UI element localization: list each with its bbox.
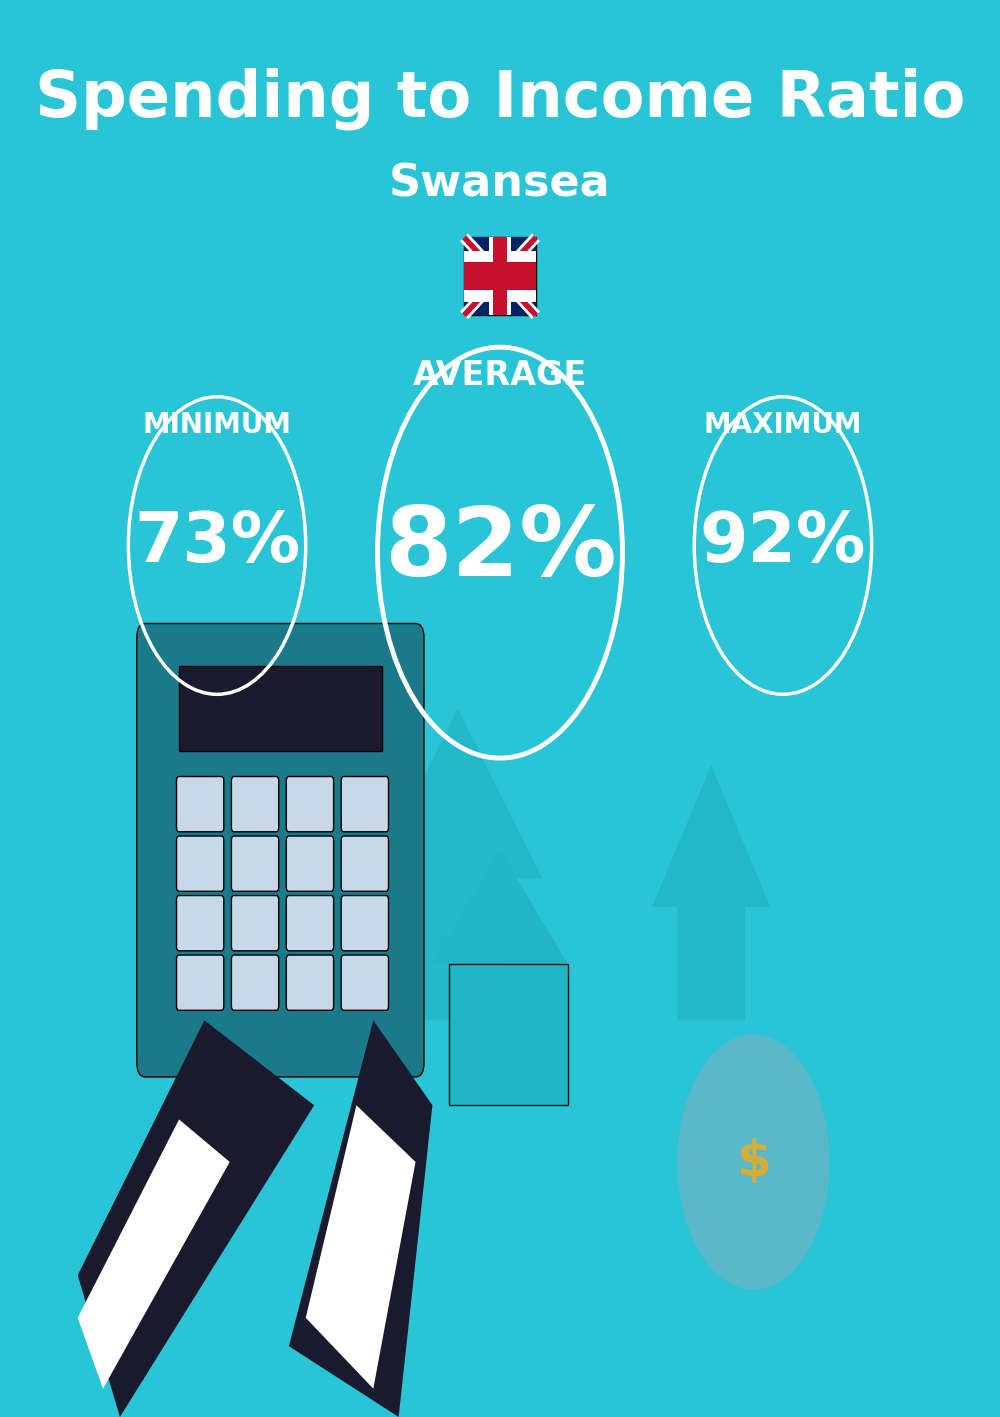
Text: MINIMUM: MINIMUM xyxy=(143,411,292,439)
Polygon shape xyxy=(373,708,542,1020)
FancyBboxPatch shape xyxy=(286,896,334,951)
Polygon shape xyxy=(464,237,536,316)
FancyBboxPatch shape xyxy=(231,777,279,832)
FancyBboxPatch shape xyxy=(286,777,334,832)
Polygon shape xyxy=(306,1105,416,1389)
Polygon shape xyxy=(78,1119,230,1389)
Polygon shape xyxy=(489,237,511,316)
FancyBboxPatch shape xyxy=(231,955,279,1010)
FancyBboxPatch shape xyxy=(341,777,389,832)
Polygon shape xyxy=(493,237,507,316)
FancyBboxPatch shape xyxy=(177,955,224,1010)
FancyBboxPatch shape xyxy=(341,836,389,891)
Polygon shape xyxy=(78,1020,314,1417)
Polygon shape xyxy=(432,850,568,964)
FancyBboxPatch shape xyxy=(231,836,279,891)
FancyBboxPatch shape xyxy=(286,955,334,1010)
FancyBboxPatch shape xyxy=(341,955,389,1010)
Text: 82%: 82% xyxy=(384,503,616,597)
Text: 92%: 92% xyxy=(700,509,866,577)
Text: Swansea: Swansea xyxy=(389,163,611,205)
FancyBboxPatch shape xyxy=(177,836,224,891)
Text: MAXIMUM: MAXIMUM xyxy=(704,411,862,439)
Text: AVERAGE: AVERAGE xyxy=(413,359,587,393)
Polygon shape xyxy=(464,262,536,290)
FancyBboxPatch shape xyxy=(286,836,334,891)
Polygon shape xyxy=(289,1020,432,1417)
FancyBboxPatch shape xyxy=(464,237,536,316)
FancyBboxPatch shape xyxy=(177,896,224,951)
Circle shape xyxy=(677,1034,829,1289)
FancyBboxPatch shape xyxy=(341,896,389,951)
Polygon shape xyxy=(652,765,770,1020)
Text: $: $ xyxy=(736,1138,771,1186)
FancyBboxPatch shape xyxy=(449,964,568,1105)
FancyBboxPatch shape xyxy=(179,666,382,751)
Text: 73%: 73% xyxy=(134,509,300,577)
FancyBboxPatch shape xyxy=(231,896,279,951)
FancyBboxPatch shape xyxy=(177,777,224,832)
Polygon shape xyxy=(464,251,536,302)
FancyBboxPatch shape xyxy=(137,623,424,1077)
Text: Spending to Income Ratio: Spending to Income Ratio xyxy=(35,68,965,130)
